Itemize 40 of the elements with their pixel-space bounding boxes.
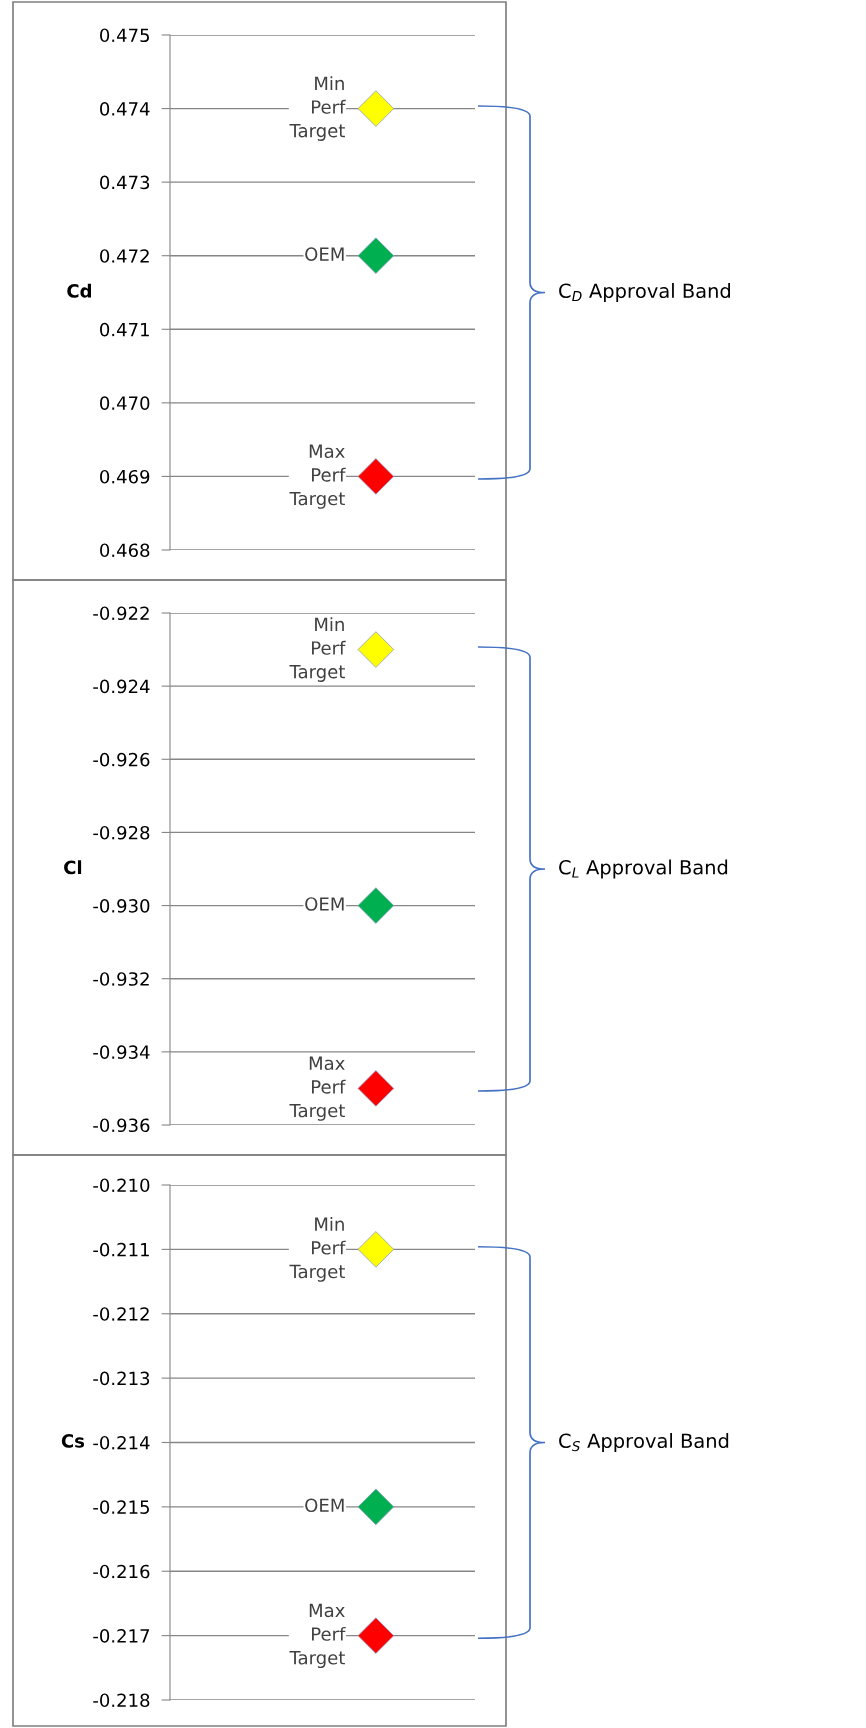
- y-tick-label: -0.930: [93, 899, 150, 913]
- y-tick-label: 0.474: [100, 102, 150, 116]
- y-tick-label: -0.934: [93, 1045, 150, 1059]
- series-label: Min Perf Target: [289, 1216, 346, 1282]
- y-tick-label: -0.211: [93, 1242, 149, 1257]
- series-label: OEM: [305, 1498, 344, 1513]
- y-tick-label: -0.218: [93, 1693, 150, 1708]
- y-tick-label: 0.472: [100, 249, 149, 263]
- series-label: Max Perf Target: [289, 444, 346, 509]
- series-label: Max Perf Target: [289, 1056, 346, 1121]
- y-tick-label: -0.214: [93, 1435, 150, 1450]
- text: C$_{D}$ Approval Band: [559, 283, 730, 302]
- y-axis-title: Cs: [61, 1434, 85, 1448]
- y-tick-label: -0.212: [93, 1307, 149, 1321]
- series-label: Min Perf Target: [289, 617, 346, 682]
- y-tick-label: -0.216: [93, 1564, 150, 1579]
- series-label: Max Perf Target: [289, 1603, 346, 1669]
- series-label: Min Perf Target: [289, 76, 346, 141]
- y-tick-label: -0.213: [93, 1371, 150, 1386]
- y-tick-label: -0.928: [93, 825, 150, 840]
- y-tick-label: -0.210: [93, 1178, 150, 1193]
- text: C$_{L}$ Approval Band: [559, 859, 728, 879]
- y-tick-label: -0.217: [93, 1629, 150, 1643]
- y-tick-label: 0.468: [100, 543, 150, 558]
- y-tick-label: -0.924: [93, 679, 150, 694]
- y-tick-label: 0.471: [100, 322, 149, 337]
- y-tick-label: -0.215: [93, 1500, 149, 1514]
- y-tick-label: -0.936: [93, 1118, 150, 1133]
- y-axis-title: Cd: [67, 283, 91, 298]
- y-tick-label: -0.932: [93, 972, 149, 986]
- y-axis-title: Cl: [64, 860, 82, 875]
- series-label: OEM: [305, 897, 344, 911]
- y-tick-label: 0.473: [100, 175, 150, 190]
- y-tick-label: -0.922: [93, 606, 149, 621]
- y-tick-label: 0.470: [100, 396, 150, 410]
- y-tick-label: 0.475: [100, 28, 149, 43]
- series-label: OEM: [305, 247, 344, 261]
- y-tick-label: 0.469: [100, 469, 150, 484]
- y-tick-label: -0.926: [93, 752, 150, 767]
- text: C$_{S}$ Approval Band: [559, 1433, 729, 1452]
